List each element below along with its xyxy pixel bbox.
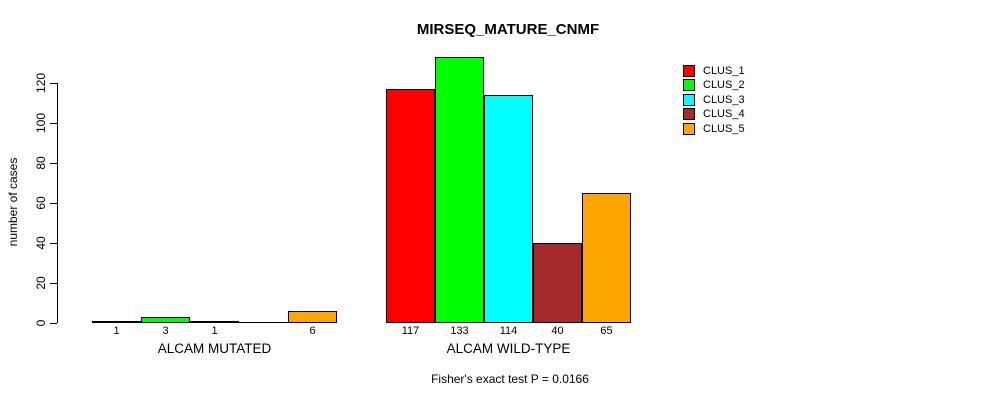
fisher-test-note: Fisher's exact test P = 0.0166 — [431, 372, 589, 386]
legend-label: CLUS_1 — [703, 65, 745, 77]
bar-clus_5-alcam-wild-type — [582, 193, 631, 323]
y-axis-line — [57, 83, 58, 323]
y-tick-mark — [50, 243, 57, 244]
legend-label: CLUS_2 — [703, 79, 745, 92]
bar-clus_1-alcam-wild-type — [386, 89, 435, 323]
legend-swatch-clus_2 — [683, 79, 695, 92]
legend-swatch-clus_5 — [683, 122, 695, 135]
legend-item-clus_2: CLUS_2 — [683, 79, 745, 92]
bar-clus_2-alcam-mutated — [141, 317, 190, 323]
bar-clus_4-alcam-mutated — [239, 322, 288, 323]
y-tick-label: 120 — [34, 72, 48, 94]
y-tick-mark — [50, 323, 57, 324]
legend-item-clus_5: CLUS_5 — [683, 122, 745, 135]
y-tick-label: 60 — [34, 196, 48, 210]
y-tick-label: 40 — [34, 236, 48, 250]
bar-value-label: 1 — [113, 325, 120, 337]
bar-value-label: 1 — [211, 325, 218, 337]
legend: CLUS_1 CLUS_2 CLUS_3 CLUS_4 CLUS_5 — [683, 65, 745, 137]
y-tick-mark — [50, 83, 57, 84]
y-axis-title: number of cases — [6, 157, 20, 247]
bar-value-label: 117 — [401, 325, 420, 337]
legend-label: CLUS_5 — [703, 122, 745, 135]
group-label-alcam-wild-type: ALCAM WILD-TYPE — [446, 341, 571, 356]
bar-value-label: 3 — [162, 325, 169, 337]
group-label-alcam-mutated: ALCAM MUTATED — [157, 341, 272, 356]
y-tick-mark — [50, 123, 57, 124]
bar-value-label: 40 — [551, 325, 564, 337]
y-tick-label: 0 — [34, 319, 48, 327]
bar-value-label: 6 — [309, 325, 316, 337]
legend-label: CLUS_3 — [703, 93, 745, 106]
legend-swatch-clus_1 — [683, 65, 695, 77]
y-tick-mark — [50, 283, 57, 284]
chart-title: MIRSEQ_MATURE_CNMF — [416, 21, 600, 38]
bar-clus_1-alcam-mutated — [92, 321, 141, 323]
bar-clus_3-alcam-mutated — [190, 321, 239, 323]
bar-value-label: 65 — [600, 325, 613, 337]
y-tick-label: 80 — [34, 156, 48, 170]
legend-swatch-clus_4 — [683, 108, 695, 121]
bar-clus_3-alcam-wild-type — [484, 95, 533, 323]
legend-label: CLUS_4 — [703, 108, 745, 121]
legend-item-clus_4: CLUS_4 — [683, 108, 745, 121]
y-tick-mark — [50, 203, 57, 204]
bar-clus_4-alcam-wild-type — [533, 243, 582, 323]
legend-item-clus_3: CLUS_3 — [683, 93, 745, 106]
y-tick-mark — [50, 163, 57, 164]
bar-value-label: 114 — [499, 325, 518, 337]
bar-value-label: 133 — [450, 325, 469, 337]
legend-item-clus_1: CLUS_1 — [683, 65, 745, 77]
legend-swatch-clus_3 — [683, 93, 695, 106]
bar-clus_5-alcam-mutated — [288, 311, 337, 323]
bar-clus_2-alcam-wild-type — [435, 57, 484, 323]
y-tick-label: 100 — [34, 112, 48, 134]
y-tick-label: 20 — [34, 276, 48, 290]
